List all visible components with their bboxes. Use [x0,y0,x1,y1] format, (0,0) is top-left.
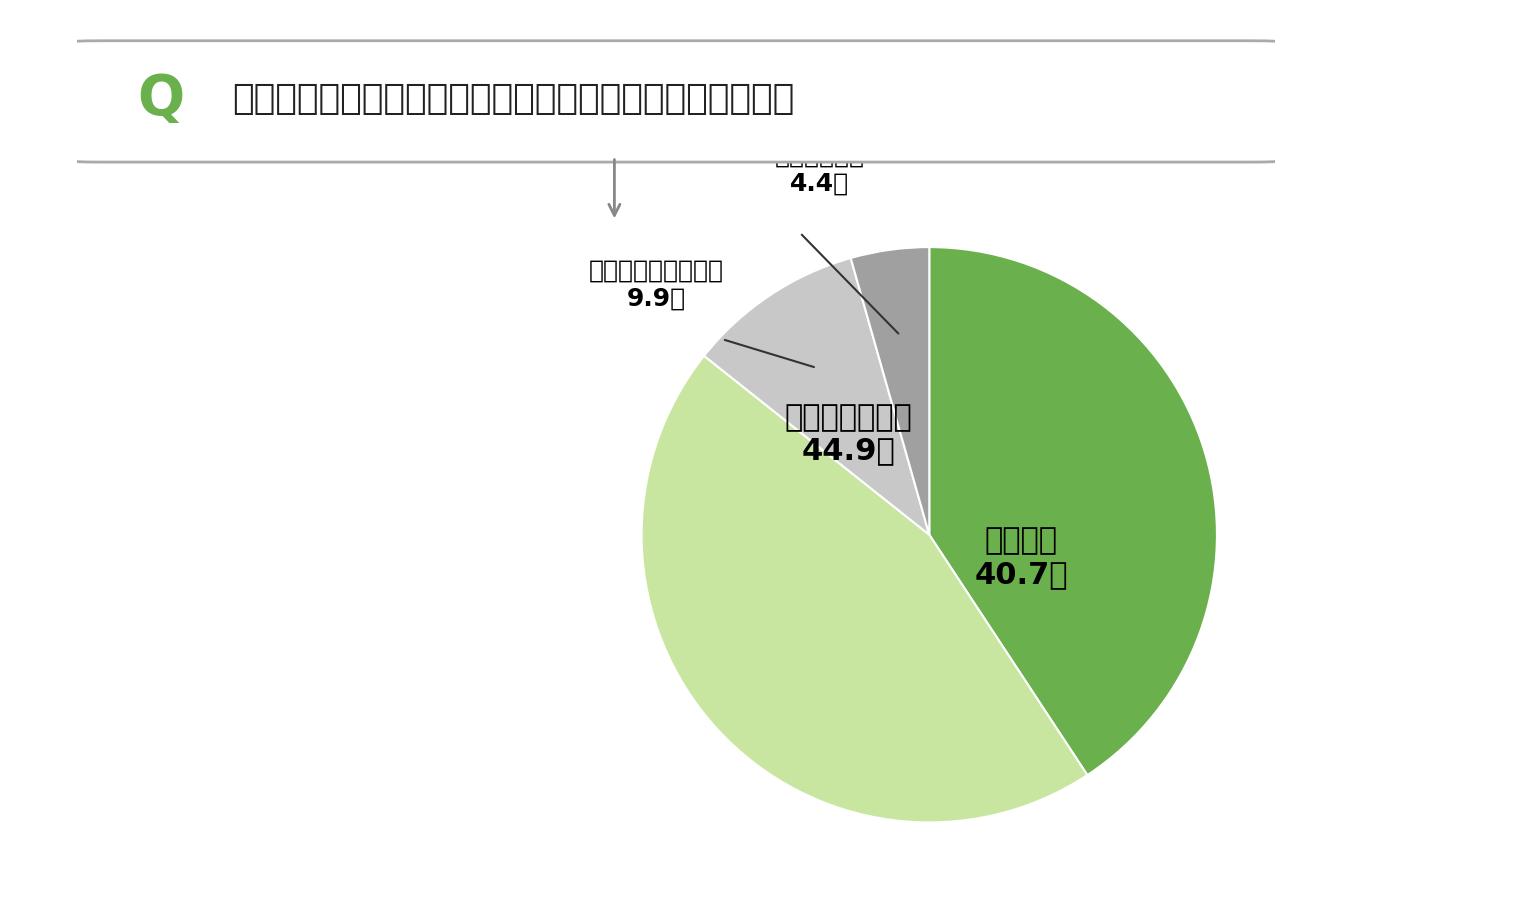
Text: Q: Q [137,72,184,125]
Text: やややそう思う
44.9％: やややそう思う 44.9％ [785,403,912,466]
Text: そう思う
40.7％: そう思う 40.7％ [974,526,1068,589]
Text: あまりそう思わない
9.9％: あまりそう思わない 9.9％ [588,258,723,311]
Wedge shape [929,247,1217,775]
Text: そう思わない
4.4％: そう思わない 4.4％ [776,144,865,195]
FancyBboxPatch shape [41,41,1310,162]
Wedge shape [703,258,929,535]
Text: 住まい選びにおいて、省エネ性能は重要だと思いますか。: 住まい選びにおいて、省エネ性能は重要だと思いますか。 [232,82,794,116]
Wedge shape [642,356,1087,822]
Wedge shape [851,247,929,535]
